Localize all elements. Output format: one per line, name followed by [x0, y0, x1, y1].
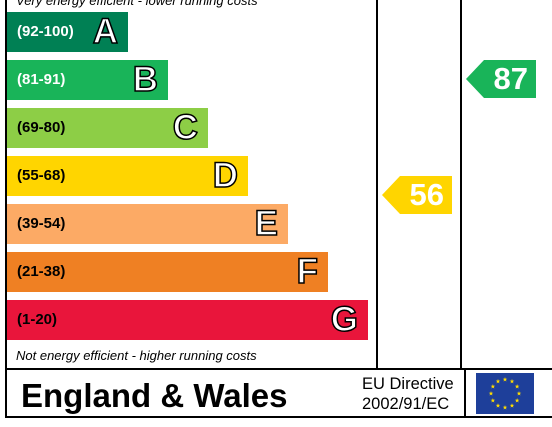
band-range-label: (92-100)	[17, 23, 74, 40]
eu-star	[516, 391, 522, 396]
band-letter: A	[92, 11, 119, 52]
eu-star	[502, 405, 508, 410]
bottom-note: Not energy efficient - higher running co…	[16, 348, 257, 363]
eu-star	[495, 403, 501, 408]
current-rating-arrow: 56	[382, 176, 452, 214]
band-letter: C	[172, 107, 199, 148]
footer-top-border	[5, 368, 552, 370]
band-d: (55-68) D	[7, 155, 248, 196]
column-divider-potential	[460, 0, 462, 370]
eu-star	[495, 378, 501, 384]
band-a: (92-100) A	[7, 11, 128, 52]
band-letter: E	[254, 203, 279, 244]
directive-line2: 2002/91/EC	[362, 395, 450, 413]
band-range-label: (69-80)	[17, 119, 66, 136]
directive-label: EU Directive 2002/91/EC	[362, 374, 454, 414]
band-range-label: (55-68)	[17, 167, 66, 184]
frame-bottom-border	[5, 416, 552, 418]
band-c: (69-80) C	[7, 107, 208, 148]
band-letter: B	[132, 59, 159, 100]
column-divider-current	[376, 0, 378, 370]
eu-star	[514, 384, 520, 389]
eu-star	[488, 391, 494, 396]
eu-star	[502, 377, 508, 382]
eu-star	[509, 378, 515, 384]
footer-divider	[464, 370, 466, 416]
eu-star	[509, 403, 515, 408]
band-e: (39-54) E	[7, 203, 288, 244]
band-range-label: (81-91)	[17, 71, 66, 88]
band-g: (1-20) G	[7, 299, 368, 340]
band-range-label: (1-20)	[17, 311, 58, 328]
eu-flag-icon	[476, 373, 534, 414]
band-f: (21-38) F	[7, 251, 328, 292]
band-letter: G	[330, 299, 359, 340]
potential-rating-value: 87	[493, 61, 528, 96]
top-note: Very energy efficient - lower running co…	[16, 0, 258, 8]
band-range-label: (21-38)	[17, 263, 66, 280]
band-letter: D	[212, 155, 239, 196]
potential-rating-arrow: 87	[466, 60, 536, 98]
eu-star	[490, 384, 496, 389]
current-rating-value: 56	[409, 177, 444, 212]
directive-line1: EU Directive	[362, 375, 454, 393]
eu-star	[490, 398, 496, 403]
region-label: England & Wales	[21, 377, 288, 414]
band-range-label: (39-54)	[17, 215, 66, 232]
band-letter: F	[296, 251, 319, 292]
band-b: (81-91) B	[7, 59, 168, 100]
eu-star	[514, 398, 520, 403]
frame-left-border	[5, 0, 7, 418]
